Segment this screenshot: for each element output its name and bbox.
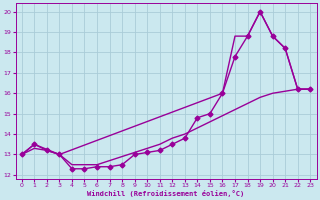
X-axis label: Windchill (Refroidissement éolien,°C): Windchill (Refroidissement éolien,°C) [87,190,245,197]
